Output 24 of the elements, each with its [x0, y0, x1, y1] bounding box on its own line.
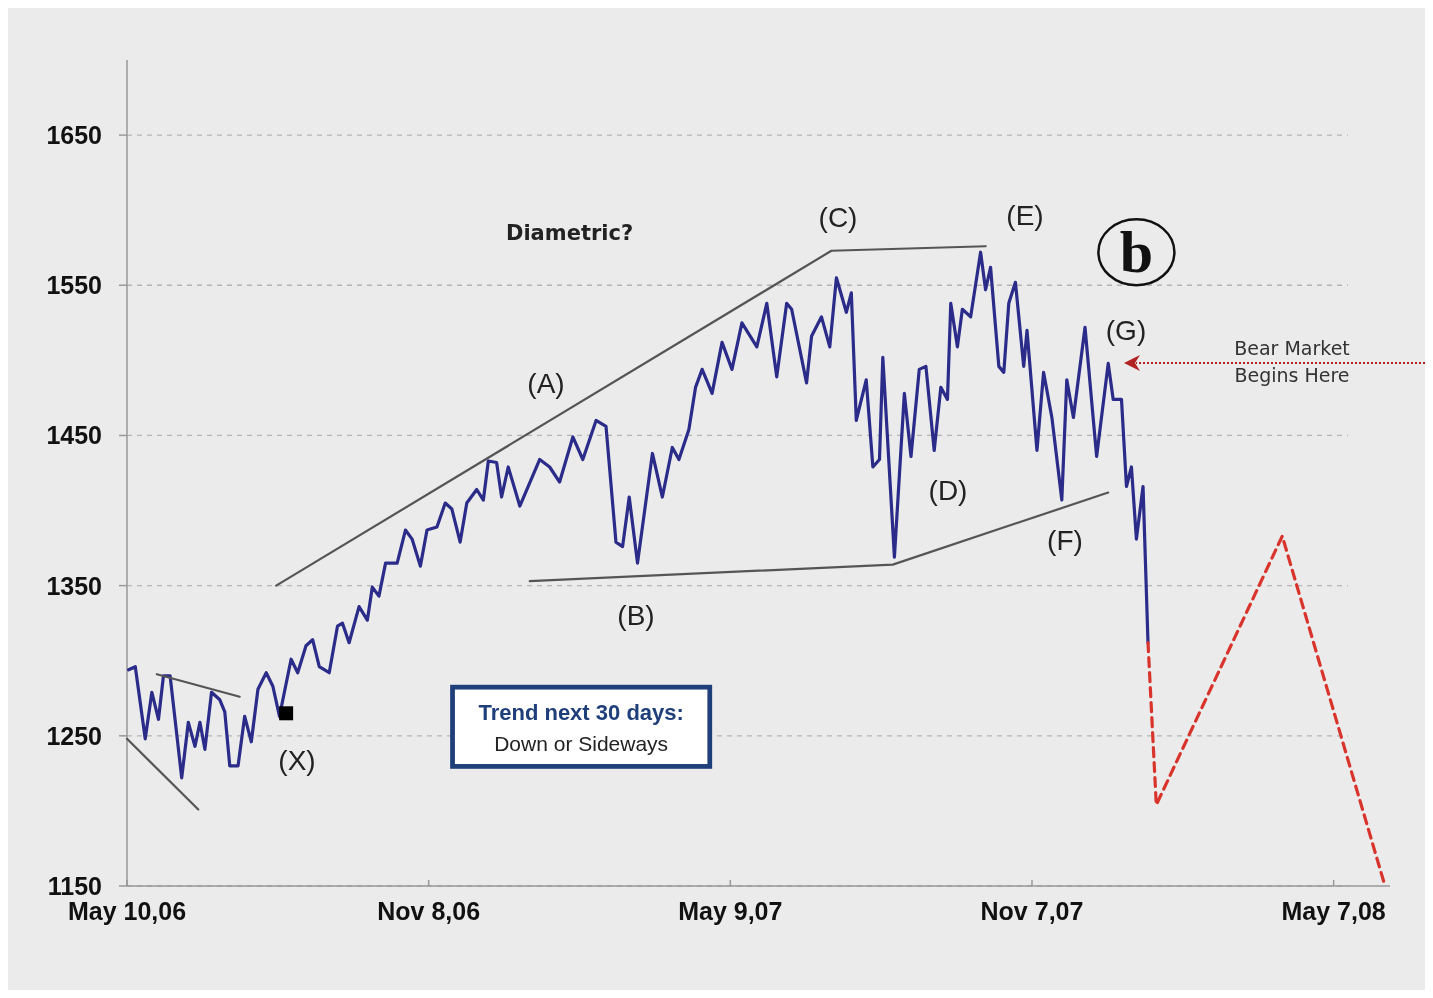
annotation: (D) — [928, 474, 968, 506]
x-tick-label: May 10,06 — [67, 897, 187, 925]
y-tick-label: 1250 — [46, 721, 102, 750]
annotation: b — [1119, 219, 1154, 286]
x-tick-label: May 7,08 — [1281, 897, 1386, 925]
annotation: (G) — [1105, 314, 1147, 346]
y-tick-label: 1350 — [46, 571, 102, 600]
x-tick-label: Nov 7,07 — [980, 897, 1084, 925]
annotation: (E) — [1006, 199, 1044, 231]
x-tick-label: May 9,07 — [678, 897, 783, 925]
annotation: Bear Market Begins Here — [1234, 337, 1350, 386]
y-tick-label: 1450 — [46, 421, 102, 450]
y-tick-label: 1650 — [46, 121, 102, 150]
annotation: Diametric? — [505, 220, 634, 245]
annotation: (X) — [278, 744, 316, 776]
annotation: Down or Sideways — [494, 732, 669, 756]
y-tick-label: 1150 — [47, 872, 102, 900]
annotation: (B) — [617, 599, 655, 631]
annotation: (C) — [818, 201, 858, 233]
annotation: (A) — [527, 367, 565, 399]
x-tick-label: Nov 8,06 — [377, 897, 481, 925]
y-tick-label: 1550 — [46, 271, 102, 300]
annotation: (F) — [1047, 524, 1083, 556]
annotation: Trend next 30 days: — [478, 700, 684, 726]
